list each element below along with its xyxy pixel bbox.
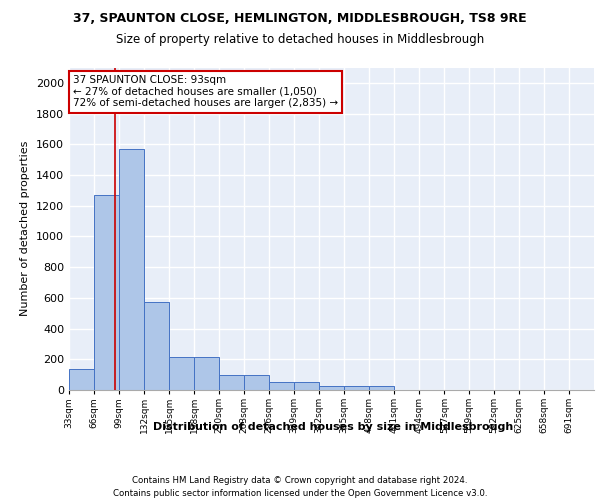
Bar bbox=[94, 195, 119, 390]
Bar bbox=[194, 357, 220, 390]
Text: Distribution of detached houses by size in Middlesbrough: Distribution of detached houses by size … bbox=[153, 422, 513, 432]
Bar bbox=[169, 357, 194, 390]
Bar bbox=[344, 386, 369, 390]
Bar bbox=[218, 374, 244, 390]
Text: Size of property relative to detached houses in Middlesbrough: Size of property relative to detached ho… bbox=[116, 32, 484, 46]
Bar bbox=[244, 374, 269, 390]
Bar bbox=[319, 386, 344, 390]
Text: Contains public sector information licensed under the Open Government Licence v3: Contains public sector information licen… bbox=[113, 489, 487, 498]
Bar bbox=[144, 302, 169, 390]
Text: 37, SPAUNTON CLOSE, HEMLINGTON, MIDDLESBROUGH, TS8 9RE: 37, SPAUNTON CLOSE, HEMLINGTON, MIDDLESB… bbox=[73, 12, 527, 26]
Bar bbox=[119, 149, 144, 390]
Text: 37 SPAUNTON CLOSE: 93sqm
← 27% of detached houses are smaller (1,050)
72% of sem: 37 SPAUNTON CLOSE: 93sqm ← 27% of detach… bbox=[73, 75, 338, 108]
Bar bbox=[294, 382, 319, 390]
Bar bbox=[69, 368, 94, 390]
Bar bbox=[369, 386, 394, 390]
Bar bbox=[269, 382, 294, 390]
Text: Contains HM Land Registry data © Crown copyright and database right 2024.: Contains HM Land Registry data © Crown c… bbox=[132, 476, 468, 485]
Y-axis label: Number of detached properties: Number of detached properties bbox=[20, 141, 31, 316]
